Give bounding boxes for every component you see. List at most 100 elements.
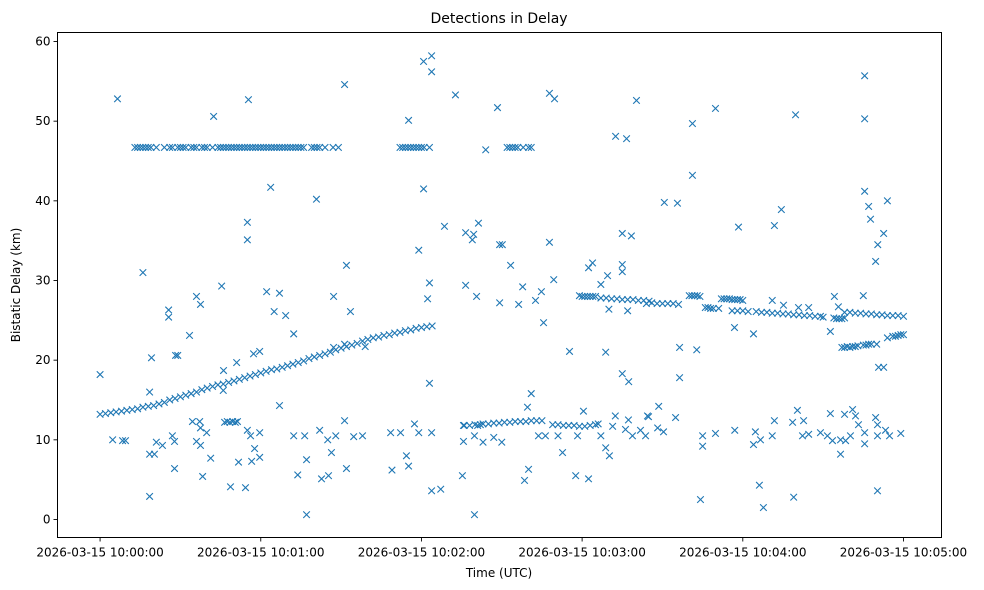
data-point-stroke [851, 309, 859, 317]
data-point-stroke [495, 299, 504, 307]
data-point-stroke [618, 260, 626, 269]
data-point [779, 301, 788, 309]
data-point-stroke [415, 246, 423, 254]
data-point-stroke [744, 307, 752, 316]
data-point-stroke [608, 422, 617, 430]
data-point-stroke [255, 453, 264, 462]
data-point-stroke [493, 103, 502, 112]
data-point-stroke [217, 282, 226, 290]
data-point [506, 261, 515, 270]
data-point [324, 471, 333, 480]
data-point [538, 417, 546, 425]
data-point [511, 143, 519, 152]
data-point-stroke [144, 402, 152, 411]
data-point [310, 143, 319, 152]
data-point-stroke [113, 95, 122, 103]
data-point [404, 462, 413, 470]
data-point-stroke [230, 143, 238, 152]
data-point [259, 143, 268, 152]
data-point-stroke [688, 171, 697, 180]
data-point [733, 307, 742, 315]
data-point-stroke [673, 199, 682, 207]
data-point [141, 143, 150, 152]
data-point [624, 416, 633, 424]
data-point-stroke [720, 295, 728, 303]
data-point-stroke [267, 366, 276, 374]
data-point-stroke [412, 143, 420, 152]
data-point [476, 421, 485, 429]
data-point [262, 367, 270, 376]
data-point-stroke [152, 143, 161, 152]
data-point [396, 428, 405, 437]
data-point [520, 476, 529, 485]
data-point-stroke [145, 492, 154, 501]
data-point [469, 230, 478, 238]
data-point-stroke [187, 143, 195, 152]
data-point [751, 428, 760, 436]
data-point [224, 378, 233, 387]
data-point [251, 143, 260, 152]
data-point [601, 348, 610, 356]
data-point-stroke [874, 240, 882, 249]
data-point-stroke [340, 417, 349, 425]
data-point-stroke [554, 432, 562, 440]
data-point [425, 279, 434, 287]
data-point-stroke [873, 487, 882, 495]
data-point [415, 246, 423, 254]
data-point-stroke [465, 421, 474, 430]
data-point-stroke [401, 326, 410, 335]
data-point [412, 143, 420, 152]
data-point-stroke [216, 143, 225, 152]
data-point-stroke [112, 408, 120, 416]
data-point-stroke [834, 303, 843, 311]
data-point-stroke [605, 452, 614, 460]
data-point-stroke [388, 466, 396, 474]
data-point-stroke [843, 342, 851, 351]
data-point-stroke [281, 143, 289, 152]
data-point-stroke [728, 295, 736, 304]
data-point [144, 143, 152, 152]
data-point-stroke [597, 280, 605, 289]
plot-frame [57, 32, 942, 538]
data-point-stroke [519, 143, 527, 152]
data-point-stroke [155, 400, 163, 408]
data-point [514, 143, 522, 152]
data-point-stroke [575, 422, 584, 430]
data-point-stroke [396, 143, 404, 152]
data-point-stroke [168, 432, 177, 440]
data-point [385, 330, 393, 339]
data-point-stroke [768, 296, 776, 305]
data-point-stroke [302, 456, 311, 464]
data-point [278, 143, 286, 152]
data-point [534, 432, 543, 440]
data-point [342, 261, 351, 270]
data-point [493, 103, 502, 112]
data-point-stroke [145, 388, 154, 396]
data-point [121, 436, 130, 445]
data-point [696, 292, 704, 301]
data-point-stroke [139, 403, 147, 411]
data-point [437, 485, 445, 493]
data-point-stroke [581, 422, 589, 430]
data-point-stroke [407, 326, 415, 334]
data-point-stroke [531, 296, 540, 305]
data-point-stroke [618, 295, 626, 304]
data-point-stroke [358, 337, 367, 345]
data-point-stroke [294, 471, 302, 479]
data-point-stroke [706, 304, 715, 313]
data-point-stroke [804, 430, 813, 438]
data-point-stroke [636, 426, 645, 434]
data-point [160, 398, 169, 407]
data-point-stroke [244, 95, 253, 104]
data-point-stroke [404, 116, 413, 125]
data-point-stroke [550, 276, 558, 284]
data-point [472, 292, 481, 301]
data-point-stroke [470, 432, 479, 440]
data-point [634, 296, 643, 305]
data-point-stroke [642, 299, 651, 308]
data-point-stroke [578, 292, 586, 301]
data-point-stroke [779, 310, 787, 318]
data-point-stroke [474, 219, 483, 227]
data-point [374, 333, 383, 341]
data-point-stroke [524, 465, 533, 473]
